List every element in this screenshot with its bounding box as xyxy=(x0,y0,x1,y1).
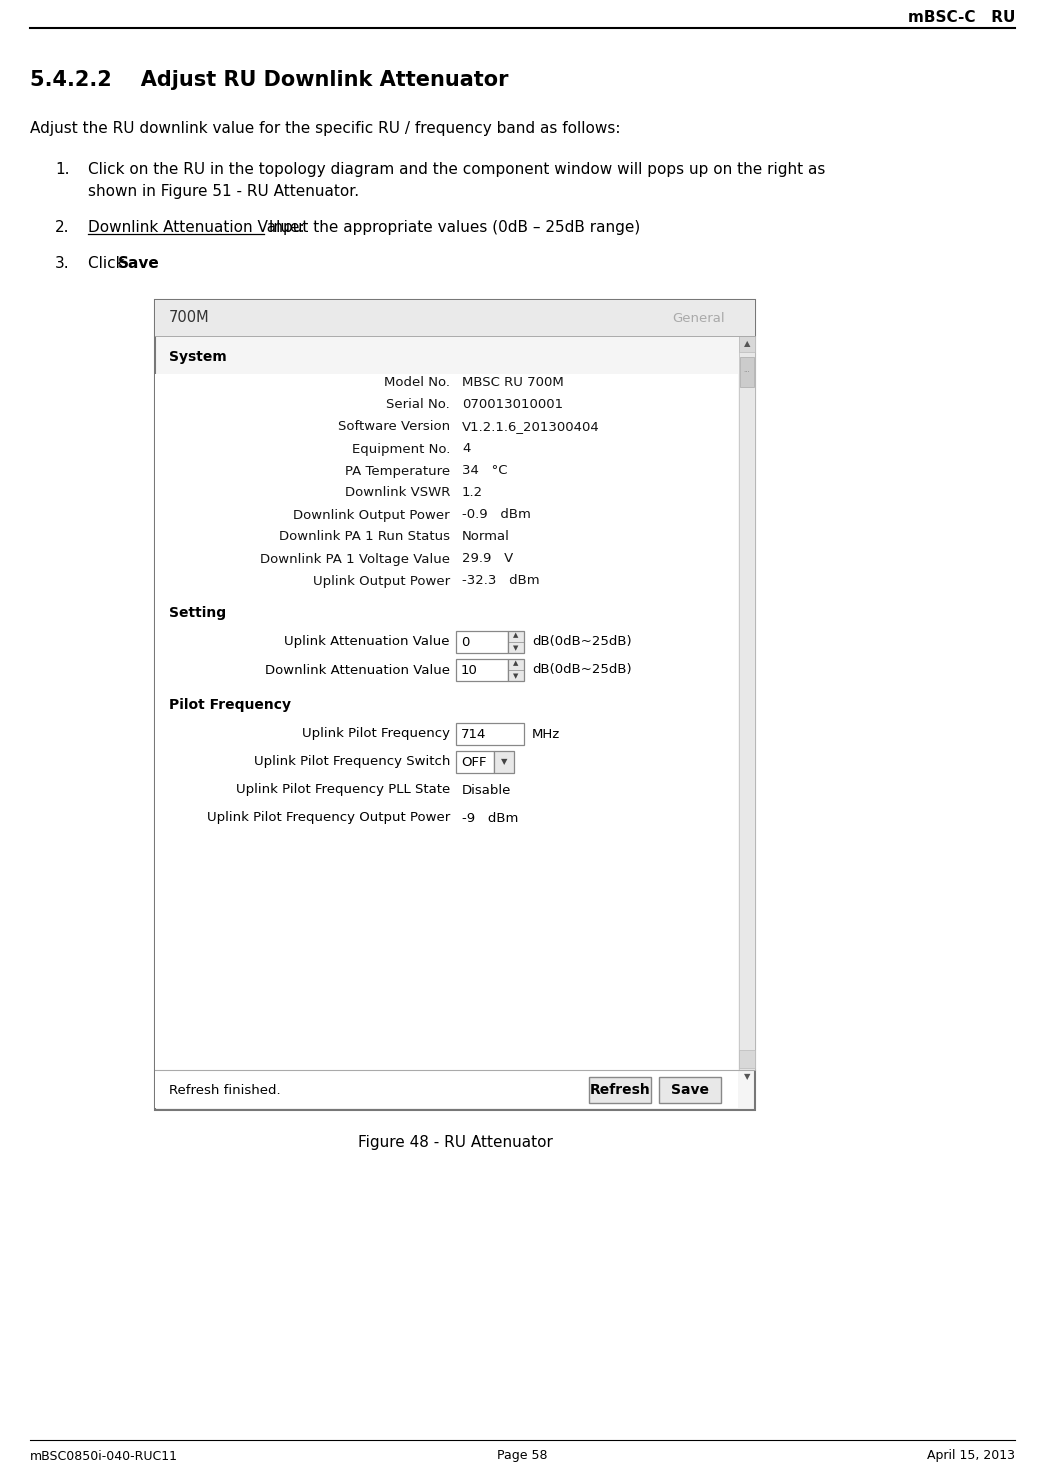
Bar xyxy=(659,1078,721,1103)
Text: Uplink Pilot Frequency: Uplink Pilot Frequency xyxy=(302,727,450,740)
Text: 5.4.2.2    Adjust RU Downlink Attenuator: 5.4.2.2 Adjust RU Downlink Attenuator xyxy=(30,71,509,90)
Text: -32.3   dBm: -32.3 dBm xyxy=(462,574,539,587)
Text: Downlink PA 1 Run Status: Downlink PA 1 Run Status xyxy=(279,530,450,543)
Text: mBSC0850i-040-RUC11: mBSC0850i-040-RUC11 xyxy=(30,1450,178,1463)
Text: Figure 48 - RU Attenuator: Figure 48 - RU Attenuator xyxy=(357,1135,553,1150)
Text: Uplink Pilot Frequency Output Power: Uplink Pilot Frequency Output Power xyxy=(207,811,450,824)
Text: -9   dBm: -9 dBm xyxy=(462,811,518,824)
Text: Downlink VSWR: Downlink VSWR xyxy=(345,487,450,499)
Text: MBSC RU 700M: MBSC RU 700M xyxy=(462,377,563,390)
Bar xyxy=(508,659,524,682)
Bar xyxy=(508,631,524,654)
Text: April 15, 2013: April 15, 2013 xyxy=(927,1450,1015,1463)
Text: Equipment No.: Equipment No. xyxy=(351,443,450,455)
Bar xyxy=(494,751,514,773)
Text: OFF: OFF xyxy=(461,755,487,768)
Text: ▼: ▼ xyxy=(501,758,507,767)
Bar xyxy=(155,300,754,1110)
Text: Save: Save xyxy=(671,1083,709,1097)
Text: Downlink Attenuation Value:: Downlink Attenuation Value: xyxy=(88,219,305,236)
Text: ▼: ▼ xyxy=(513,646,518,652)
Text: Model No.: Model No. xyxy=(384,377,450,390)
Bar xyxy=(589,1078,651,1103)
Text: 3.: 3. xyxy=(55,256,70,271)
Text: mBSC-C   RU: mBSC-C RU xyxy=(908,10,1015,25)
Text: MHz: MHz xyxy=(532,727,560,740)
Text: 34   °C: 34 °C xyxy=(462,465,508,477)
Text: ···: ··· xyxy=(744,369,750,375)
Text: dB(0dB~25dB): dB(0dB~25dB) xyxy=(532,664,631,677)
Text: Downlink Attenuation Value: Downlink Attenuation Value xyxy=(265,664,450,677)
Text: Pilot Frequency: Pilot Frequency xyxy=(169,698,291,712)
Text: Downlink Output Power: Downlink Output Power xyxy=(294,508,450,521)
Text: Uplink Pilot Frequency PLL State: Uplink Pilot Frequency PLL State xyxy=(236,783,450,796)
Text: Page 58: Page 58 xyxy=(497,1450,548,1463)
Text: Adjust the RU downlink value for the specific RU / frequency band as follows:: Adjust the RU downlink value for the spe… xyxy=(30,121,621,135)
Bar xyxy=(740,358,754,387)
Bar xyxy=(155,1070,738,1108)
Text: 4: 4 xyxy=(462,443,470,455)
Text: Uplink Pilot Frequency Switch: Uplink Pilot Frequency Switch xyxy=(254,755,450,768)
Text: Disable: Disable xyxy=(462,783,511,796)
Text: Click on the RU in the topology diagram and the component window will pops up on: Click on the RU in the topology diagram … xyxy=(88,162,826,199)
Text: Serial No.: Serial No. xyxy=(387,399,450,412)
Text: Click: Click xyxy=(88,256,130,271)
Text: -0.9   dBm: -0.9 dBm xyxy=(462,508,531,521)
Bar xyxy=(456,751,494,773)
Text: Downlink PA 1 Voltage Value: Downlink PA 1 Voltage Value xyxy=(260,552,450,565)
Text: Save: Save xyxy=(118,256,160,271)
Text: ▲: ▲ xyxy=(744,340,750,349)
Text: ▲: ▲ xyxy=(513,661,518,667)
Text: Uplink Attenuation Value: Uplink Attenuation Value xyxy=(284,636,450,649)
Text: ▼: ▼ xyxy=(513,674,518,680)
Text: 10: 10 xyxy=(461,664,478,677)
Text: dB(0dB~25dB): dB(0dB~25dB) xyxy=(532,636,631,649)
Text: ▲: ▲ xyxy=(513,633,518,639)
Text: 2.: 2. xyxy=(55,219,70,236)
Text: Setting: Setting xyxy=(169,606,226,620)
Text: Refresh: Refresh xyxy=(589,1083,650,1097)
Bar xyxy=(155,374,738,1108)
Bar xyxy=(155,300,754,336)
Text: Normal: Normal xyxy=(462,530,510,543)
Bar xyxy=(456,723,524,745)
Bar xyxy=(739,336,754,352)
Text: 29.9   V: 29.9 V xyxy=(462,552,513,565)
Text: 1.2: 1.2 xyxy=(462,487,483,499)
Text: 714: 714 xyxy=(461,727,486,740)
Text: System: System xyxy=(169,350,227,364)
Text: V1.2.1.6_201300404: V1.2.1.6_201300404 xyxy=(462,421,600,433)
Text: Refresh finished.: Refresh finished. xyxy=(169,1083,281,1097)
Text: 1.: 1. xyxy=(55,162,70,177)
Text: ▼: ▼ xyxy=(744,1073,750,1082)
Text: 070013010001: 070013010001 xyxy=(462,399,563,412)
Text: Software Version: Software Version xyxy=(338,421,450,433)
Bar xyxy=(739,1050,754,1069)
Text: 700M: 700M xyxy=(169,311,210,325)
Text: PA Temperature: PA Temperature xyxy=(345,465,450,477)
Bar xyxy=(456,631,508,654)
Text: General: General xyxy=(672,312,725,324)
Text: Uplink Output Power: Uplink Output Power xyxy=(312,574,450,587)
Text: Input the appropriate values (0dB – 25dB range): Input the appropriate values (0dB – 25dB… xyxy=(263,219,640,236)
Text: 0: 0 xyxy=(461,636,469,649)
Bar xyxy=(456,659,508,682)
Bar xyxy=(739,336,754,1070)
